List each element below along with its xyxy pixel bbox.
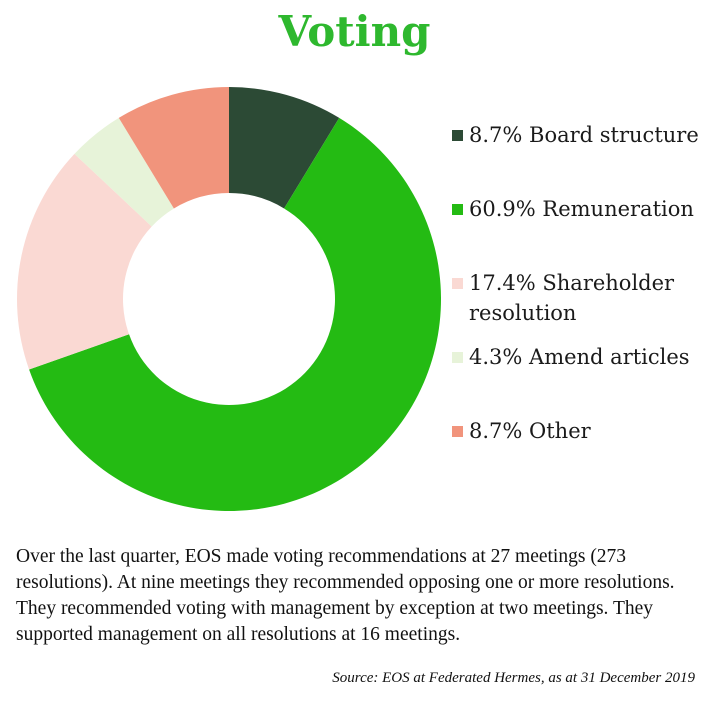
legend-swatch [452,130,463,141]
legend-swatch [452,426,463,437]
source-note: Source: EOS at Federated Hermes, as at 3… [332,670,695,686]
legend-swatch [452,352,463,363]
legend-label: 8.7% Board structure [469,123,699,147]
chart-title: Voting [278,7,431,56]
donut-slices [16,87,442,511]
donut-slice-amend-articles [74,117,174,227]
legend-label: 17.4% Shareholder resolution [469,271,675,325]
legend-swatch [452,278,463,289]
donut-slice-shareholder-resolution [16,153,152,370]
donut-slice-board-structure [229,87,340,209]
legend-label: 4.3% Amend articles [469,345,690,369]
legend-label: 8.7% Other [469,419,591,443]
legend-label: 60.9% Remuneration [469,197,694,221]
chart-description: Over the last quarter, EOS made voting r… [16,546,675,645]
donut-slice-other [118,87,229,209]
legend-swatch [452,204,463,215]
donut-slice-remuneration [29,117,442,511]
